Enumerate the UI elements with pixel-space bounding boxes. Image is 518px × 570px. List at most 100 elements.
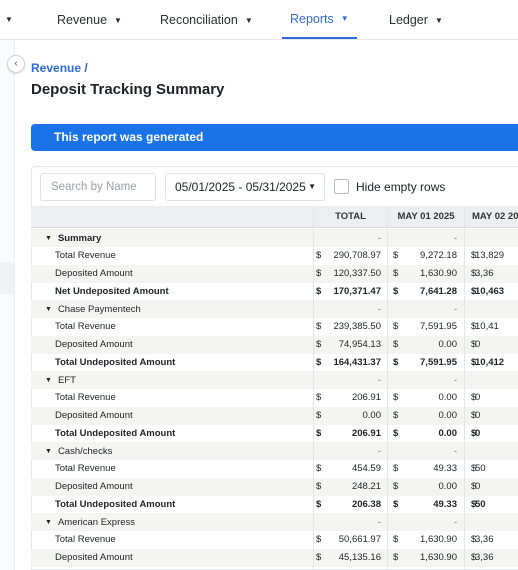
total-currency: $ — [316, 285, 322, 297]
may02-value: 10,463 — [475, 285, 505, 297]
hide-empty-rows-label[interactable]: Hide empty rows — [356, 180, 446, 194]
row-label: Total Revenue — [55, 531, 310, 549]
may02-currency: $ — [471, 339, 477, 350]
row-label-text: Total Revenue — [55, 392, 116, 404]
column-header-total[interactable]: TOTAL — [335, 211, 366, 222]
may02-value: 0 — [475, 339, 481, 350]
table-row: Total Revenue $50,661.97 $1,630.90 $3,36 — [31, 531, 518, 549]
total-dash: - — [377, 516, 381, 528]
chevron-down-icon[interactable]: ▼ — [5, 15, 13, 24]
may02-value: 0 — [475, 410, 481, 421]
total-dash: - — [377, 303, 381, 315]
row-label-text: Total Revenue — [55, 534, 116, 546]
row-label-text: EFT — [57, 374, 76, 386]
group-row[interactable]: ▼ Chase Paymentech - - — [31, 300, 518, 318]
nav-reconciliation[interactable]: Reconciliation ▼ — [160, 0, 253, 40]
may01-value: 0.00 — [438, 481, 458, 492]
page-title: Deposit Tracking Summary — [31, 81, 225, 98]
row-label-text: Chase Paymentech — [57, 303, 141, 315]
may02-currency: $ — [471, 392, 477, 404]
status-banner: This report was generated — [31, 124, 518, 151]
group-row[interactable]: ▼ EFT - - — [31, 371, 518, 389]
may02-value: 3,36 — [475, 268, 494, 279]
expand-toggle-icon[interactable]: ▼ — [45, 376, 52, 384]
column-divider[interactable] — [313, 206, 314, 570]
table-row: Total Revenue $206.91 $0.00 $0 — [31, 389, 518, 407]
column-divider[interactable] — [387, 206, 388, 570]
search-placeholder: Search by Name — [51, 181, 137, 193]
may01-currency: $ — [393, 534, 399, 546]
may02-value: 0 — [475, 392, 481, 404]
total-value: 290,708.97 — [333, 250, 381, 262]
row-label-text: Total Revenue — [55, 250, 116, 262]
group-row[interactable]: ▼ Cash/checks - - — [31, 442, 518, 460]
may01-currency: $ — [393, 410, 399, 421]
row-label: Deposited Amount — [55, 265, 310, 283]
row-label: Deposited Amount — [55, 336, 310, 354]
table-row: Net Undeposited Amount $170,371.47 $7,641.… — [31, 282, 518, 300]
column-header-may-02[interactable]: MAY 02 20 — [472, 211, 518, 222]
total-currency: $ — [316, 268, 322, 279]
date-range-select[interactable]: 05/01/2025 - 05/31/2025 ▼ — [165, 173, 325, 201]
total-value: 239,385.50 — [333, 321, 381, 333]
table-row: Total Revenue $239,385.50 $7,591.95 $10,41 — [31, 318, 518, 336]
total-value: 50,661.97 — [338, 534, 381, 546]
total-currency: $ — [316, 481, 322, 492]
total-currency: $ — [316, 534, 322, 546]
expand-toggle-icon[interactable]: ▼ — [45, 234, 52, 242]
total-value: 45,135.16 — [338, 552, 381, 563]
may01-value: 49.33 — [433, 498, 457, 510]
table-row: Deposited Amount $45,135.16 $1,630.90 $3,36 — [31, 548, 518, 567]
total-value: 164,431.37 — [333, 356, 381, 368]
search-input[interactable]: Search by Name — [40, 173, 156, 201]
nav-ledger[interactable]: Ledger ▼ — [389, 0, 443, 40]
may01-value: 49.33 — [433, 463, 457, 475]
row-label: Deposited Amount — [55, 407, 310, 425]
may02-currency: $ — [471, 498, 477, 510]
expand-toggle-icon[interactable]: ▼ — [45, 305, 52, 313]
may01-currency: $ — [393, 392, 399, 404]
column-header-may-01[interactable]: MAY 01 2025 — [397, 211, 455, 222]
breadcrumb[interactable]: Revenue / — [31, 61, 88, 75]
group-label: ▼ Summary — [45, 229, 300, 247]
may02-currency: $ — [471, 427, 477, 439]
may01-currency: $ — [393, 498, 399, 510]
row-label: Total Revenue — [55, 318, 310, 336]
total-currency: $ — [316, 321, 322, 333]
column-divider[interactable] — [464, 206, 465, 570]
may02-value: 10,412 — [475, 356, 505, 368]
may01-value: 0.00 — [438, 427, 458, 439]
collapse-sidebar-button[interactable]: ‹ — [7, 55, 25, 73]
table-row: Deposited Amount $248.21 $0.00 $0 — [31, 477, 518, 496]
total-value: 248.21 — [351, 481, 381, 492]
row-label: Deposited Amount — [55, 478, 310, 496]
group-row[interactable]: ▼ American Express - - — [31, 513, 518, 531]
total-currency: $ — [316, 339, 322, 350]
total-value: 206.38 — [351, 498, 381, 510]
group-label: ▼ American Express — [45, 513, 300, 531]
nav-revenue[interactable]: Revenue ▼ — [57, 0, 122, 40]
row-label-text: American Express — [57, 516, 136, 528]
table-row: Total Undeposited Amount $164,431.37 $7,59… — [31, 353, 518, 371]
may01-currency: $ — [393, 552, 399, 563]
row-label-text: Net Undeposited Amount — [55, 285, 169, 297]
chevron-left-icon: ‹ — [14, 58, 18, 69]
expand-toggle-icon[interactable]: ▼ — [45, 518, 52, 526]
may01-currency: $ — [393, 427, 399, 439]
may01-currency: $ — [393, 339, 399, 350]
expand-toggle-icon[interactable]: ▼ — [45, 447, 52, 455]
row-label-text: Deposited Amount — [55, 552, 133, 563]
hide-empty-rows-checkbox[interactable] — [334, 179, 349, 194]
may01-value: 9,272.18 — [420, 250, 457, 262]
may02-currency: $ — [471, 250, 477, 262]
total-currency: $ — [316, 392, 322, 404]
row-label: Total Revenue — [55, 389, 310, 407]
total-currency: $ — [316, 410, 322, 421]
group-row[interactable]: ▼ Summary - - — [31, 229, 518, 247]
may01-currency: $ — [393, 463, 399, 475]
nav-reports[interactable]: Reports ▼ — [282, 0, 357, 39]
group-label: ▼ Cash/checks — [45, 442, 300, 460]
total-value: 0.00 — [362, 410, 382, 421]
may01-value: 1,630.90 — [420, 268, 457, 279]
side-rail — [0, 40, 15, 570]
